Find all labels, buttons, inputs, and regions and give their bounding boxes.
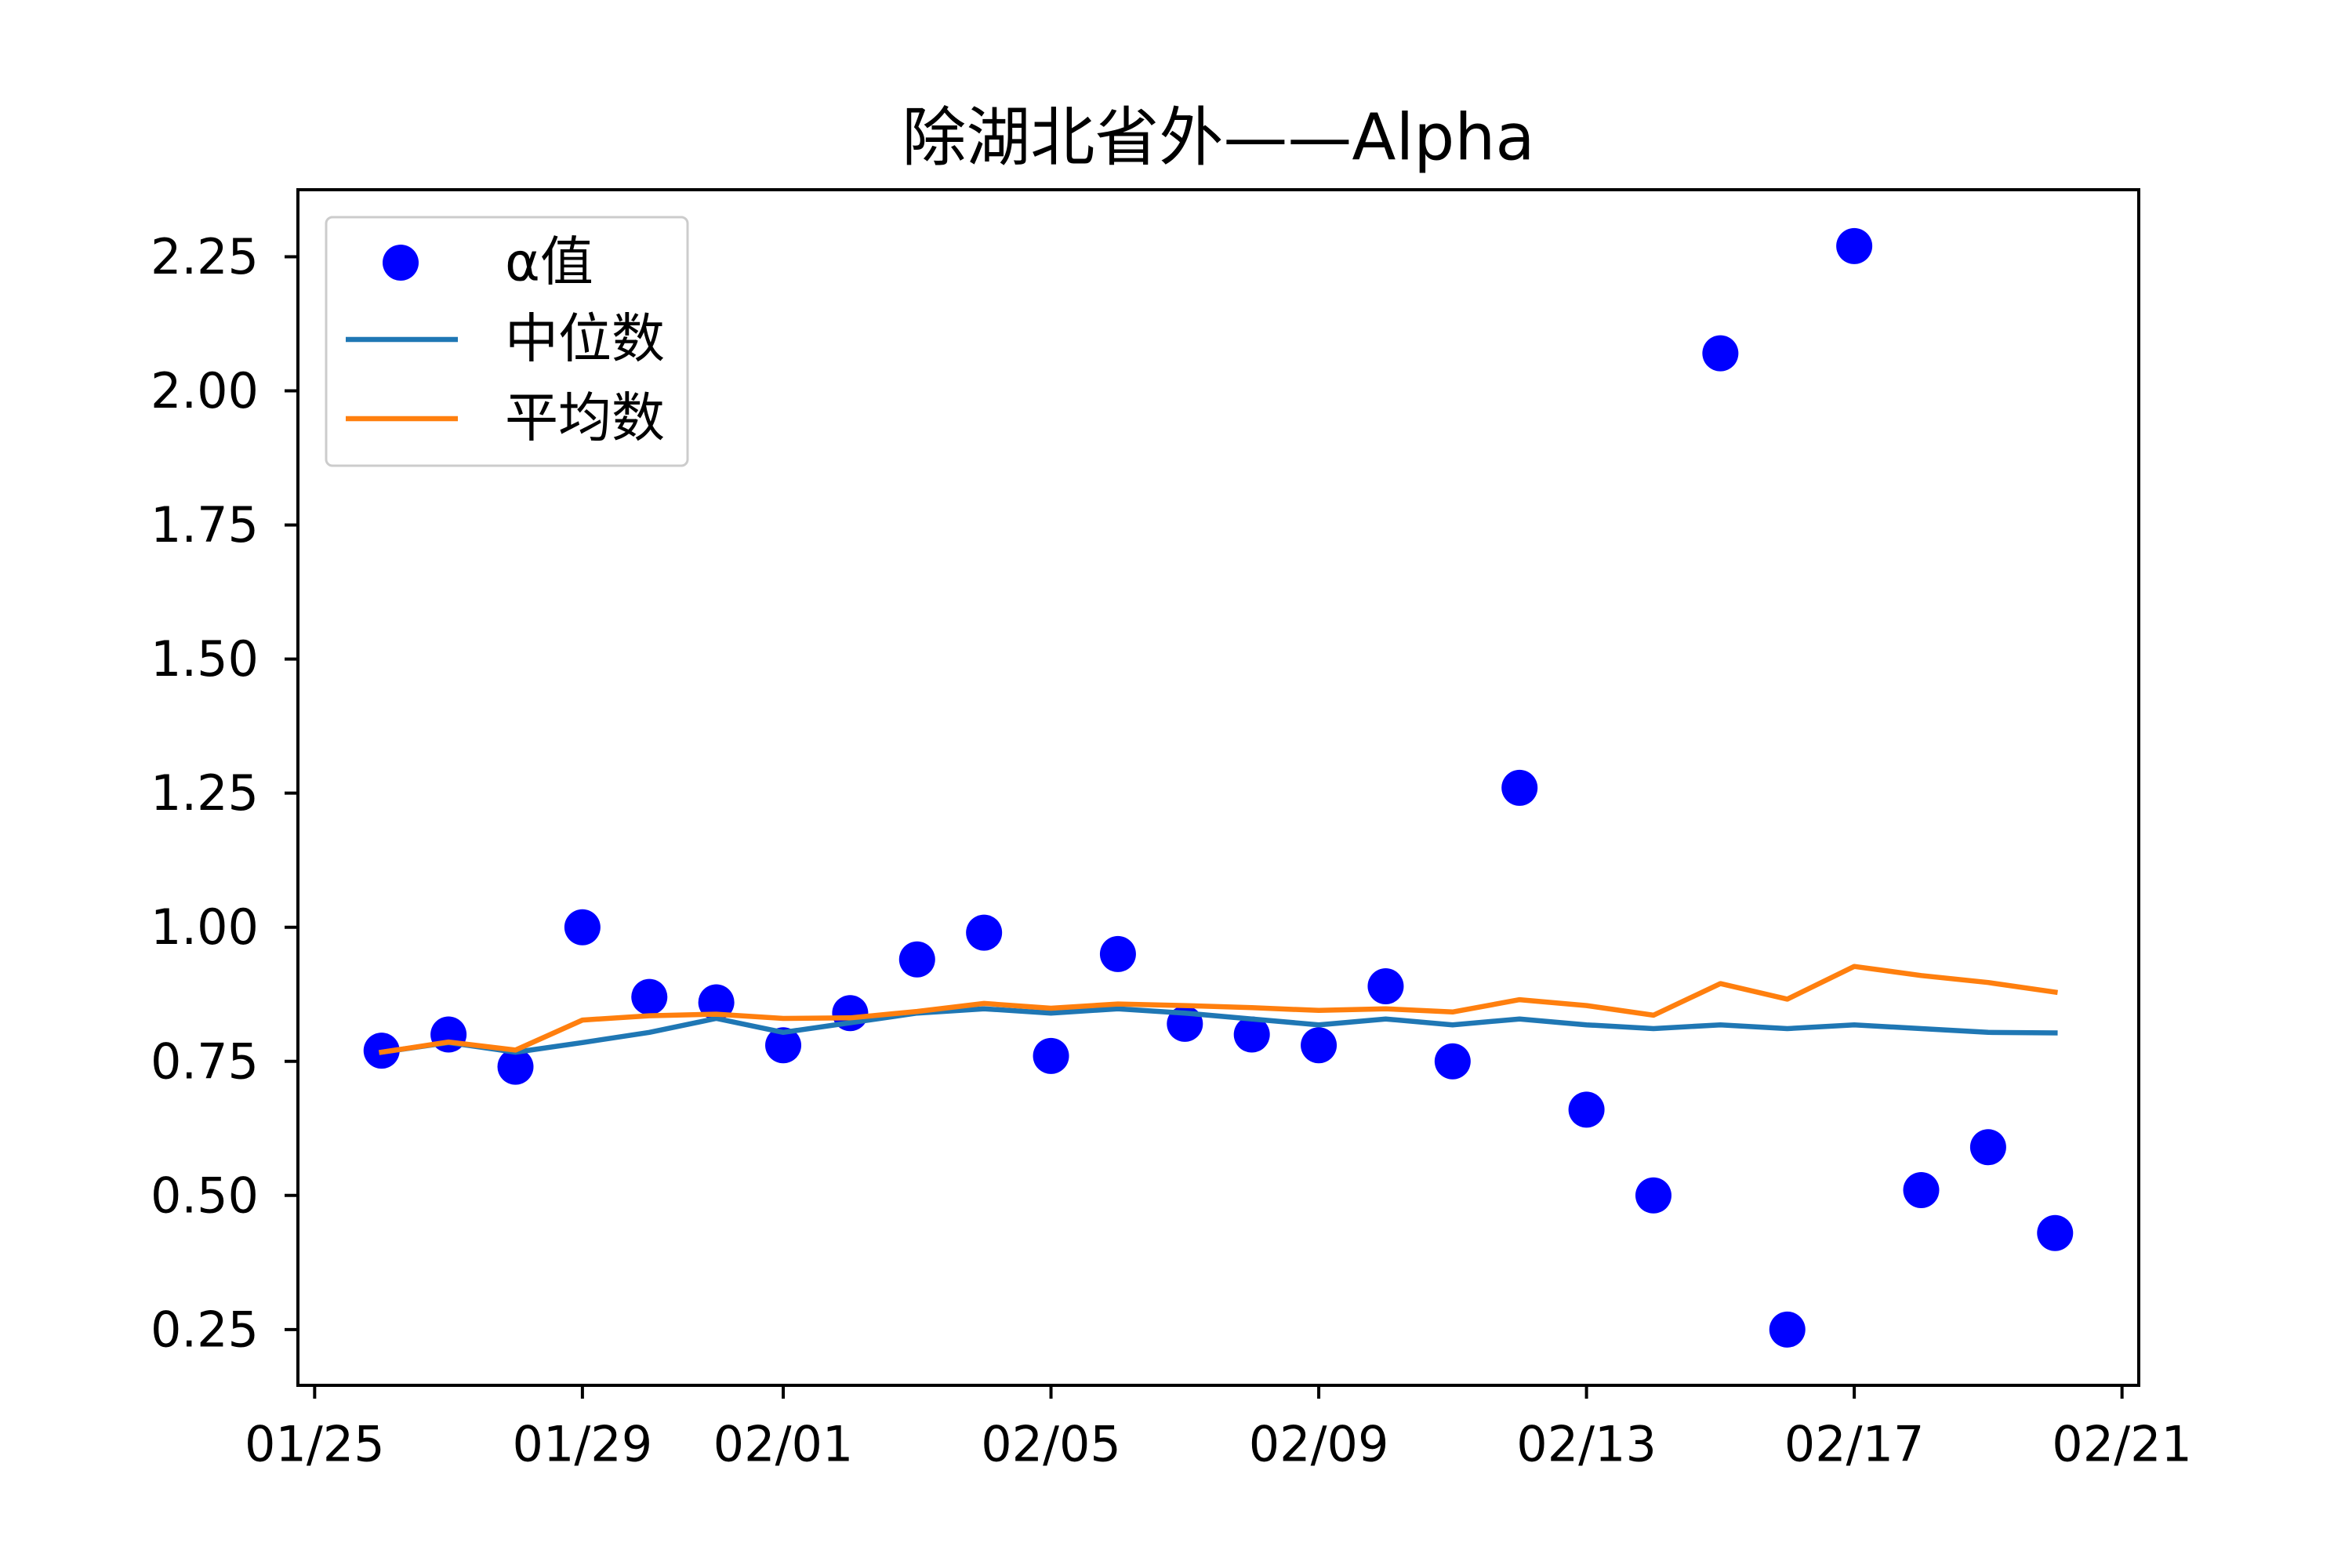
alpha-point xyxy=(631,978,668,1015)
x-tick-label: 02/09 xyxy=(1249,1416,1389,1473)
y-tick-label: 1.75 xyxy=(151,496,259,554)
y-tick-label: 1.50 xyxy=(151,630,259,688)
y-tick-label: 1.00 xyxy=(151,898,259,956)
x-axis: 01/25 01/29 02/01 02/05 02/09 02/13 02/17 02/21 xyxy=(245,1385,2192,1473)
alpha-point xyxy=(1033,1037,1069,1074)
y-tick-label: 2.25 xyxy=(151,228,259,285)
x-tick-label: 01/29 xyxy=(513,1416,653,1473)
y-tick-label: 0.75 xyxy=(151,1033,259,1090)
legend-alpha-marker xyxy=(383,245,419,281)
chart-title: 除湖北省外——Alpha xyxy=(902,101,1534,176)
legend-alpha-label: α值 xyxy=(505,232,593,294)
alpha-point xyxy=(1434,1043,1471,1080)
alpha-point xyxy=(1233,1016,1270,1053)
alpha-point xyxy=(1099,935,1136,972)
legend-frame xyxy=(325,216,689,467)
x-tick-label: 02/17 xyxy=(1784,1416,1925,1473)
alpha-point xyxy=(1969,1129,2006,1166)
alpha-point xyxy=(898,941,935,978)
x-tick-label: 01/25 xyxy=(245,1416,385,1473)
alpha-point xyxy=(1501,769,1538,806)
alpha-point xyxy=(430,1016,467,1053)
y-tick-label: 2.00 xyxy=(151,362,259,419)
x-tick-label: 02/21 xyxy=(2052,1416,2192,1473)
alpha-point xyxy=(1367,967,1404,1004)
alpha-point xyxy=(966,914,1003,951)
alpha-point xyxy=(1769,1311,1806,1348)
alpha-point xyxy=(497,1048,534,1085)
alpha-point xyxy=(1635,1177,1671,1214)
plot-area xyxy=(363,227,2074,1348)
alpha-point xyxy=(698,984,735,1021)
y-tick-label: 1.25 xyxy=(151,764,259,822)
alpha-point xyxy=(1836,227,1873,264)
mean-line xyxy=(378,964,2058,1055)
alpha-point xyxy=(1903,1171,1940,1208)
alpha-point xyxy=(1568,1091,1605,1128)
alpha-point xyxy=(765,1027,802,1064)
legend: α值 中位数 平均数 xyxy=(325,216,689,467)
axes-frame xyxy=(296,188,2140,1387)
median-line xyxy=(379,1006,2058,1055)
alpha-point xyxy=(1702,335,1739,372)
alpha-point xyxy=(564,909,601,946)
x-tick-label: 02/13 xyxy=(1516,1416,1657,1473)
y-tick-label: 0.50 xyxy=(151,1167,259,1224)
x-tick-label: 02/05 xyxy=(981,1416,1121,1473)
y-tick-label: 0.25 xyxy=(151,1301,259,1358)
alpha-point xyxy=(1301,1027,1338,1064)
x-tick-label: 02/01 xyxy=(713,1416,854,1473)
alpha-point xyxy=(2037,1214,2074,1251)
alpha-points xyxy=(363,227,2074,1348)
legend-median-label: 中位数 xyxy=(505,309,665,371)
legend-mean-label: 平均数 xyxy=(505,388,665,450)
y-axis: 0.25 0.50 0.75 1.00 1.25 1.50 1.75 2.00 2.25 xyxy=(151,228,298,1358)
